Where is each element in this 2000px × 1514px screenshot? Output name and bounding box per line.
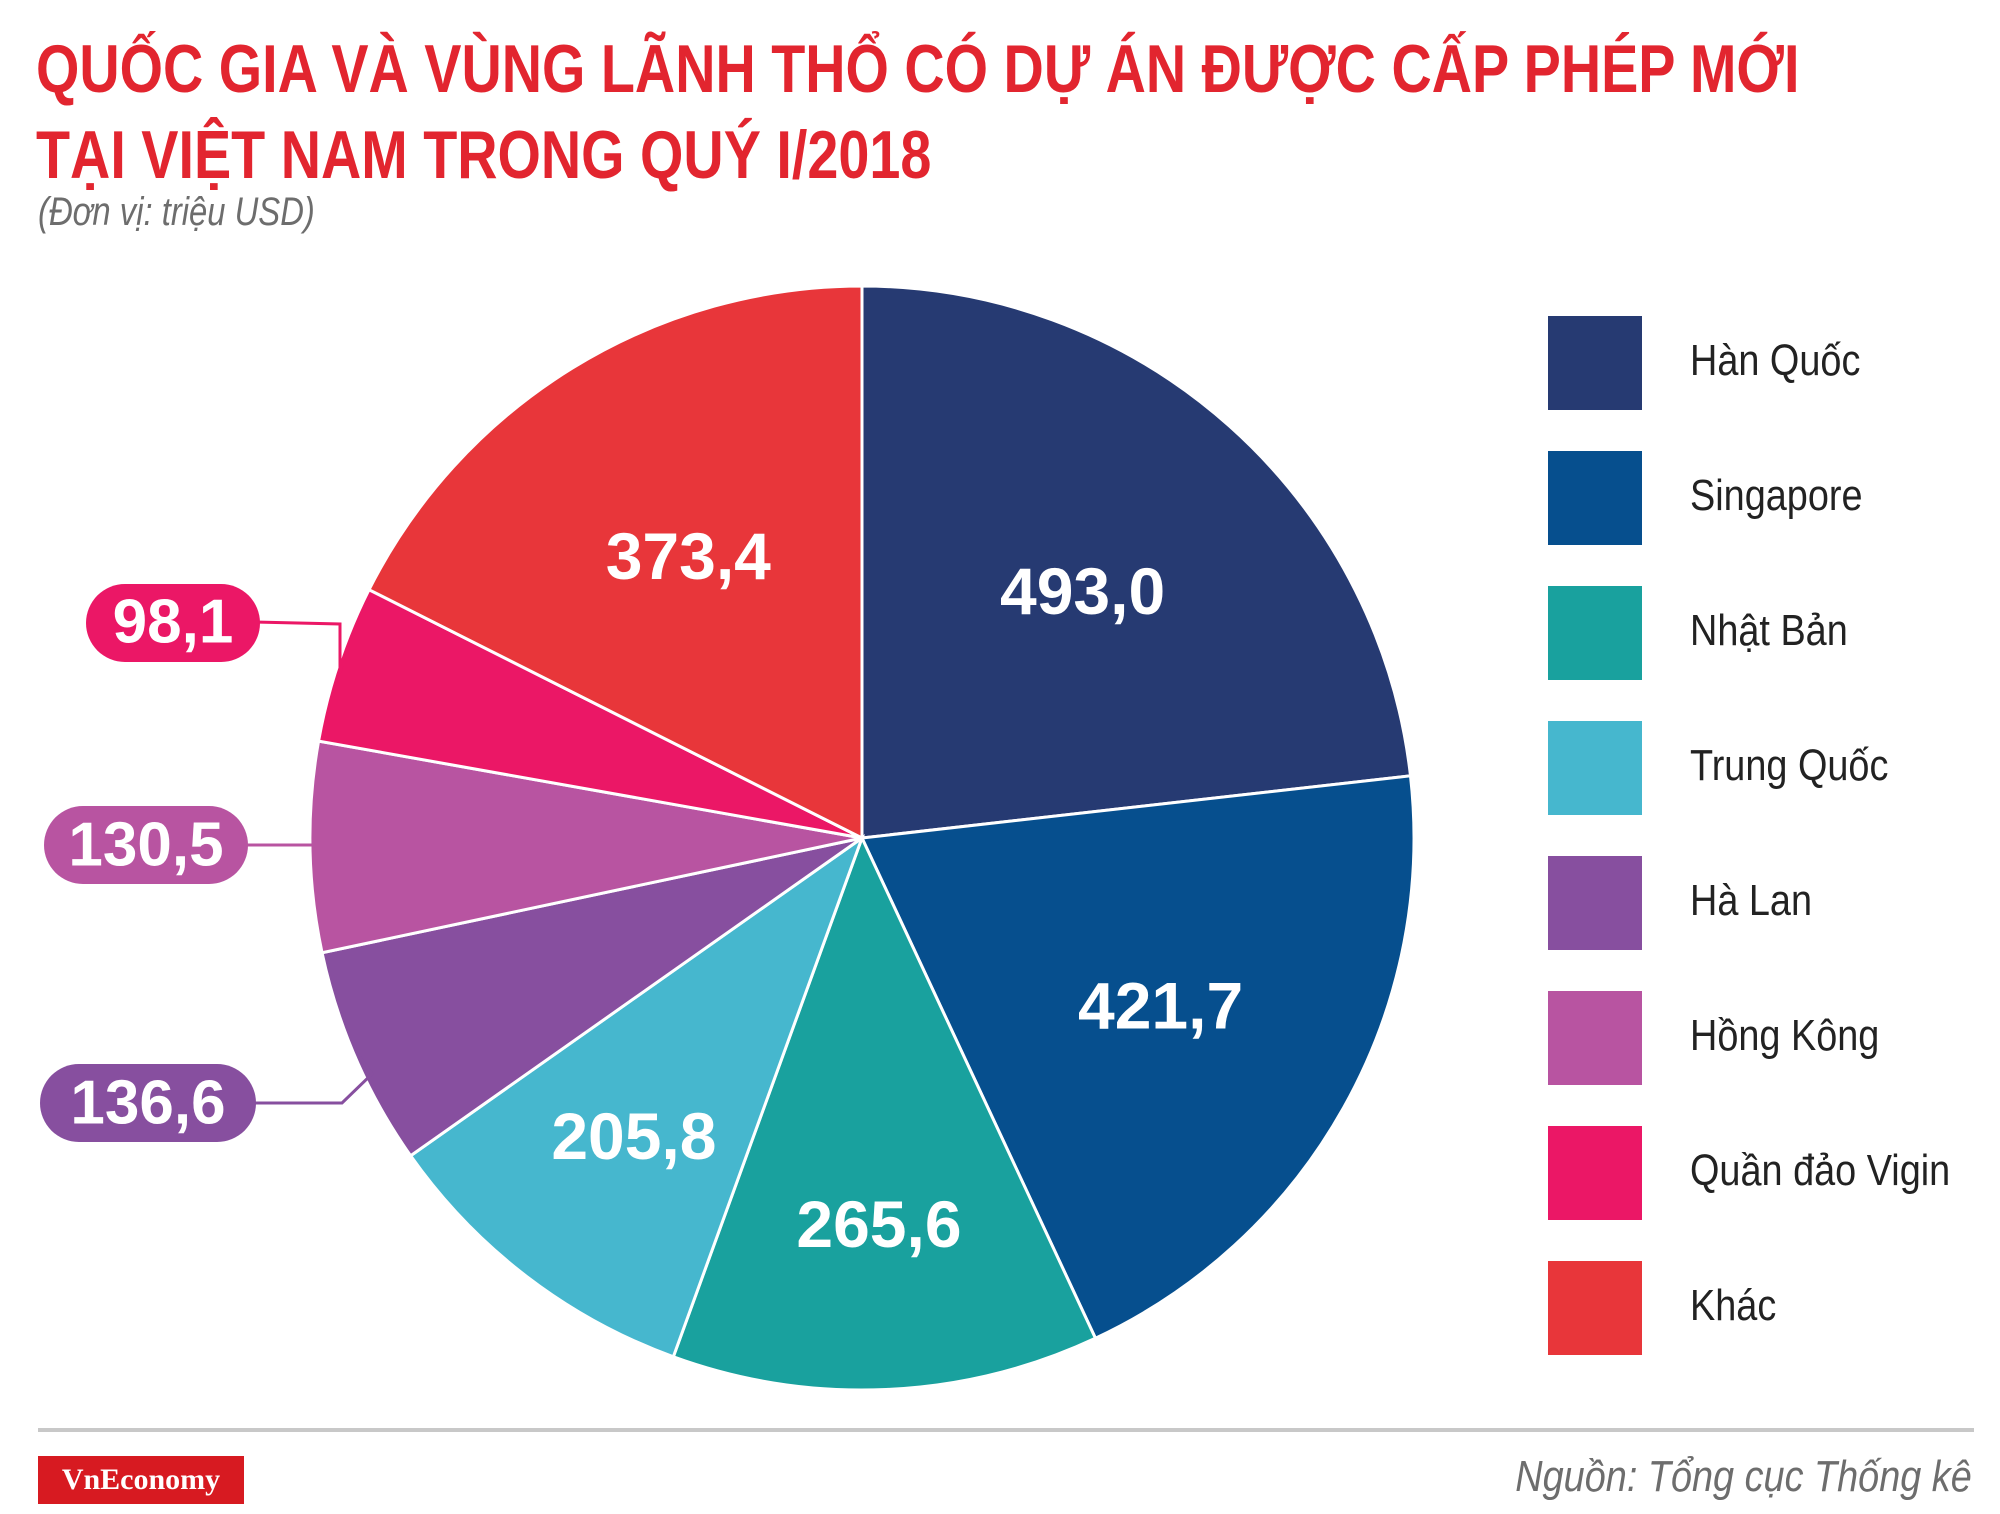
legend-item-khac: Khác	[1548, 1261, 1988, 1357]
source-note: Nguồn: Tổng cục Thống kê	[1515, 1452, 1972, 1501]
legend-swatch	[1548, 856, 1642, 950]
legend-label: Singapore	[1690, 471, 1863, 520]
legend-swatch	[1548, 586, 1642, 680]
legend-label: Nhật Bản	[1690, 606, 1848, 655]
legend-item-han-quoc: Hàn Quốc	[1548, 316, 1988, 412]
data-label-han-quoc: 493,0	[1000, 554, 1165, 628]
callout-badge-hong-kong	[44, 806, 248, 884]
data-label-singapore: 421,7	[1078, 968, 1243, 1042]
legend-item-quan-dao-vigin: Quần đảo Vigin	[1548, 1126, 1988, 1222]
callout-badge-ha-lan	[40, 1064, 256, 1142]
legend-item-nhat-ban: Nhật Bản	[1548, 586, 1988, 682]
data-label-quan-dao-vigin: 98,1	[113, 588, 234, 657]
data-label-trung-quoc: 205,8	[551, 1099, 716, 1173]
data-label-hong-kong: 130,5	[68, 811, 223, 880]
title-line-1: QUỐC GIA VÀ VÙNG LÃNH THỔ CÓ DỰ ÁN ĐƯỢC …	[36, 31, 1800, 107]
slice-trung-quoc	[408, 834, 866, 1359]
callout-badge-quan-dao-vigin	[86, 584, 260, 662]
slice-han-quoc	[860, 284, 1413, 840]
legend-label: Quần đảo Vigin	[1690, 1146, 1951, 1195]
legend-swatch	[1548, 316, 1642, 410]
chart-title: QUỐC GIA VÀ VÙNG LÃNH THỔ CÓ DỰ ÁN ĐƯỢC …	[36, 26, 1800, 198]
legend-item-trung-quoc: Trung Quốc	[1548, 721, 1988, 817]
legend-item-hong-kong: Hồng Kông	[1548, 991, 1988, 1087]
title-line-2: TẠI VIỆT NAM TRONG QUÝ I/2018	[36, 117, 932, 193]
legend-item-singapore: Singapore	[1548, 451, 1988, 547]
legend-label: Hà Lan	[1690, 876, 1813, 925]
brand-logo: VnEconomy	[38, 1456, 244, 1504]
slice-ha-lan	[320, 836, 863, 1158]
slice-nhat-ban	[671, 834, 1098, 1392]
slice-khac	[366, 284, 864, 841]
leader-line-hong-kong	[242, 843, 319, 849]
legend-swatch	[1548, 721, 1642, 815]
pie-chart: 493,0 421,7 265,6 205,8 136,6 130,5 98,1 373,4	[40, 284, 1416, 1392]
legend-label: Hồng Kông	[1690, 1011, 1880, 1060]
legend-label: Hàn Quốc	[1690, 336, 1861, 385]
data-label-khac: 373,4	[606, 519, 771, 593]
legend-label: Trung Quốc	[1690, 741, 1889, 790]
slice-singapore	[859, 774, 1416, 1341]
slice-quan-dao-vigin	[316, 587, 863, 840]
data-label-ha-lan: 136,6	[70, 1069, 225, 1138]
leader-line-quan-dao-vigin	[253, 620, 344, 674]
data-label-nhat-ban: 265,6	[796, 1187, 961, 1261]
slice-hong-kong	[308, 739, 863, 955]
legend-item-ha-lan: Hà Lan	[1548, 856, 1988, 952]
leader-line-ha-lan	[250, 1056, 374, 1105]
legend-swatch	[1548, 1126, 1642, 1220]
unit-label: (Đơn vị: triệu USD)	[38, 190, 315, 234]
legend-swatch	[1548, 451, 1642, 545]
legend-swatch	[1548, 1261, 1642, 1355]
divider	[38, 1428, 1974, 1432]
legend-label: Khác	[1690, 1281, 1777, 1330]
legend-swatch	[1548, 991, 1642, 1085]
